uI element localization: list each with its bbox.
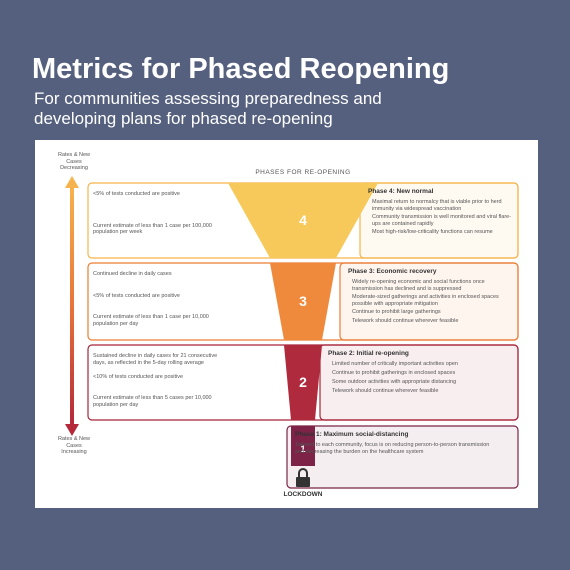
top-label: Rates & New Cases Decreasing (57, 152, 91, 172)
phase-title: Phase 3: Economic recovery (348, 268, 437, 275)
heading: PHASES FOR RE-OPENING (255, 169, 351, 176)
phase-detail-box (286, 425, 519, 489)
phase-bullet: Widely re-opening economic and social fu… (352, 279, 485, 292)
subtitle: For communities assessing preparedness a… (34, 89, 382, 128)
phase-bullet: Maximal return to normalcy that is viabl… (372, 199, 502, 212)
phase-bullet: Some outdoor activities with appropriate… (332, 379, 457, 385)
phase-bullet: Moderate-sized gatherings and activities… (352, 294, 499, 307)
phase-number: 3 (299, 292, 307, 309)
phase-title: Phase 2: Initial re-opening (328, 350, 409, 357)
phase-criterion: <10% of tests conducted are positive (93, 374, 184, 380)
lock-icon (296, 468, 310, 487)
phase-detail-box (339, 262, 519, 341)
funnel-segment (270, 263, 336, 340)
title: Metrics for Phased Reopening (32, 53, 450, 85)
phase-bullet: Telework should continue wherever feasib… (352, 318, 459, 324)
footer: LOCKDOWN (283, 491, 323, 498)
phase-bullet: Limited number of critically important a… (332, 361, 458, 367)
phase-bullet: Continue to prohibit gatherings in enclo… (332, 370, 456, 376)
phase-title: Phase 4: New normal (368, 188, 434, 195)
progress-arrow (65, 176, 79, 436)
phase-criterion: Current estimate of less than 1 case per… (93, 314, 209, 327)
phase-criterion: <5% of tests conducted are positive (93, 292, 180, 299)
funnel-segment (284, 345, 322, 420)
phase-description: Tailored to each community, focus is on … (295, 442, 490, 455)
infographic-card: Rates & New Cases Decreasing Rates & New … (35, 140, 538, 508)
phase-number: 1 (300, 444, 306, 454)
phase-bullet: Continue to prohibit large gatherings (352, 309, 441, 315)
phase-criterion: Current estimate of less than 1 case per… (93, 222, 212, 236)
infographic-shapes (65, 176, 519, 489)
phase-number: 2 (299, 373, 307, 390)
phase-criterion: Sustained decline in daily cases for 21 … (93, 353, 218, 366)
phase-bullet: Community transmission is well monitored… (372, 214, 512, 227)
funnel-segment (291, 426, 315, 466)
phase-criterion: <5% of tests conducted are positive (93, 191, 180, 197)
funnel-segment (228, 183, 378, 258)
phase-detail-box (359, 182, 519, 259)
phase-bullet: Telework should continue wherever feasib… (332, 388, 439, 394)
phase-title: Phase 1: Maximum social-distancing (295, 431, 409, 438)
phase-bullet: Most high-risk/low-criticality functions… (372, 229, 493, 235)
bottom-label: Rates & New Cases Increasing (57, 436, 91, 456)
phase-criterion: Current estimate of less than 5 cases pe… (93, 395, 212, 408)
phase-detail-box (319, 344, 519, 421)
phase-number: 4 (299, 211, 307, 228)
phase-criterion: Continued decline in daily cases (93, 271, 172, 277)
